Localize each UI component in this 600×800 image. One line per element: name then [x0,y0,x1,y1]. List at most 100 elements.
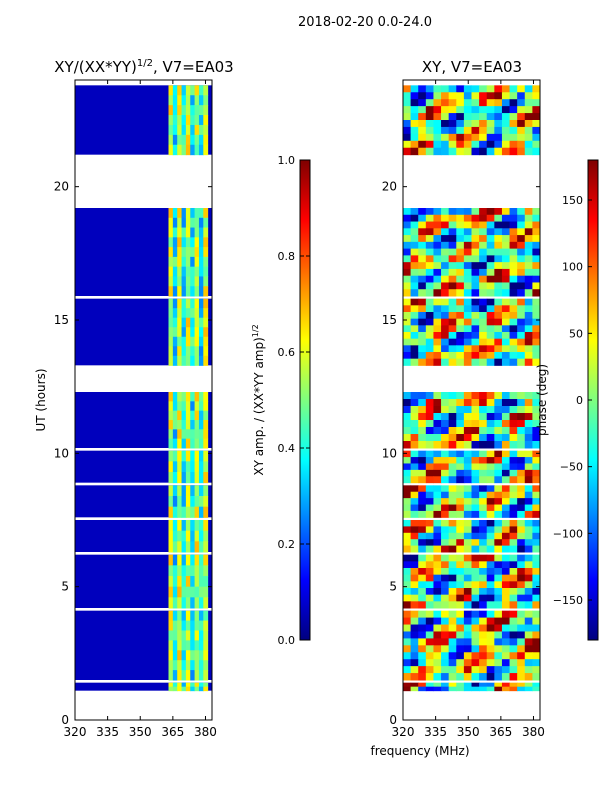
phase-cell [410,532,419,540]
phase-cell [403,106,412,114]
phase-cell [471,312,480,320]
phase-cell [471,345,480,353]
phase-cell [456,126,465,135]
amplitude-bright-cell [203,286,209,297]
amplitude-bright-cell [194,410,200,421]
amplitude-bright-cell [181,327,187,338]
phase-cell [441,338,450,346]
amplitude-bright-cell [203,256,209,268]
phase-cell [441,450,450,458]
phase-cell [433,289,442,297]
phase-cell [433,406,442,414]
phase-cell [532,120,540,128]
amplitude-bright-cell [198,227,204,238]
phase-cell [509,338,518,346]
phase-cell [403,539,412,547]
amplitude-panel: XY/(XX*YY)1/2, V7=EA03 320 335 350 365 380 0… [34,58,234,739]
amplitude-bright-cell [168,576,174,588]
phase-cell [479,652,488,660]
phase-cell [486,228,495,236]
phase-cell [509,457,518,464]
amplitude-bright-cell [168,496,174,508]
phase-cell [524,420,533,428]
amplitude-bright-cell [198,298,204,309]
phase-cell [425,140,434,149]
phase-cell [433,601,442,609]
phase-cell [441,561,450,569]
phase-cell [532,504,540,512]
phase-cell [494,289,503,297]
phase-cell [486,427,495,435]
phase-cell [471,298,480,306]
phase-cell [433,113,442,121]
phase-cell [448,248,457,256]
phase-cell [532,235,540,243]
phase-cell [448,305,457,313]
phase-cell [532,352,540,360]
phase-cell [501,92,511,100]
amplitude-bright-cell [185,346,191,357]
phase-cell [486,682,495,688]
phase-cell [456,255,465,263]
phase-cell [532,520,540,527]
phase-cell [471,133,480,142]
phase-cell [425,358,434,366]
amplitude-bright-cell [198,85,204,96]
phase-cell [410,113,419,121]
phase-cell [433,352,442,360]
phase-cell [418,126,427,135]
phase-cell [463,208,472,216]
phase-cell [479,601,488,609]
phase-cell [532,228,540,236]
amplitude-bright-cell [203,237,209,248]
phase-cell [517,406,526,414]
phase-cell [410,539,419,547]
phase-cell [524,645,533,653]
phase-cell [494,427,503,435]
phase-cell [532,399,540,407]
amplitude-bright-cell [172,134,178,146]
amplitude-bright-cell [172,620,178,631]
phase-cell [494,469,503,477]
phase-cell [433,581,442,589]
amplitude-bright-cell [185,554,191,566]
amplitude-bright-cell [168,105,174,116]
phase-cell [524,588,533,596]
phase-cell [494,298,503,306]
phase-cell [532,282,540,290]
phase-cell [501,106,511,114]
phase-cell [425,289,434,297]
phase-cell [410,358,419,366]
phase-cell [418,581,427,589]
phase-cell [403,686,412,692]
amplitude-bright-cell [185,450,191,462]
phase-cell [501,498,511,506]
phase-cell [517,673,526,681]
amplitude-bright-cell [181,496,187,508]
amplitude-bright-cell [181,237,187,248]
amplitude-bright-cell [168,530,174,542]
amplitude-bright-cell [203,327,209,338]
phase-cell [494,406,503,414]
amplitude-bright-cell [177,256,183,268]
amplitude-bright-cell [181,298,187,309]
phase-cell [418,392,427,400]
amplitude-bright-cell [194,392,200,402]
amplitude-bright-cell [190,276,196,287]
phase-cell [441,332,450,340]
amplitude-bright-cell [181,134,187,146]
phase-cell [433,666,442,674]
phase-cell [403,420,412,428]
phase-cell [501,262,511,270]
phase-cell [441,248,450,256]
phase-cell [486,526,495,534]
phase-cell [532,106,540,114]
amplitude-bright-cell [172,217,178,229]
phase-cell [456,427,465,435]
phase-cell [517,545,526,553]
phase-cell [494,624,503,632]
phase-cell [509,126,518,135]
phase-cell [486,275,495,283]
phase-cell [418,526,427,534]
phase-cell [509,208,518,216]
